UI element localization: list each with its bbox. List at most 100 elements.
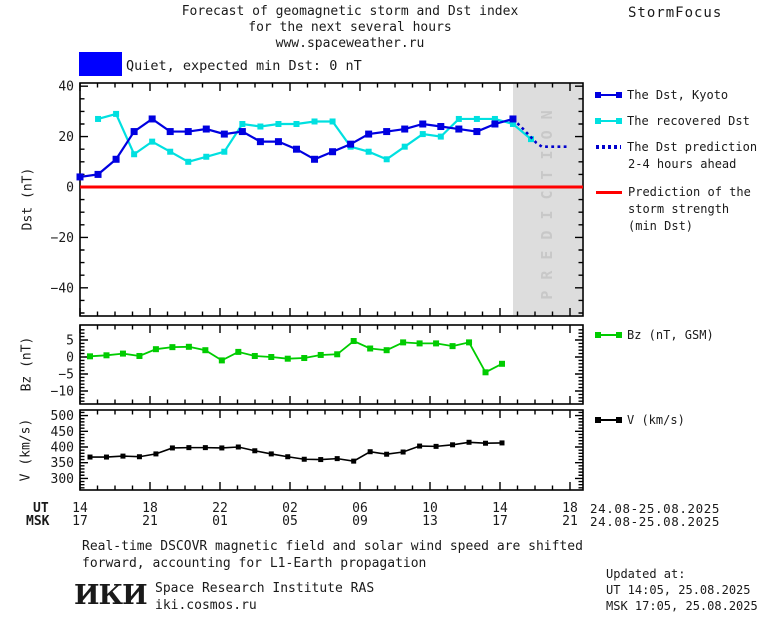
- footer-note-line1: Real-time DSCOVR magnetic field and sola…: [82, 539, 583, 554]
- ut-tick-label: 18: [142, 501, 158, 516]
- ut-tick-label: 14: [72, 501, 88, 516]
- data-point-marker: [103, 454, 109, 460]
- data-point-marker: [351, 458, 357, 464]
- data-point-marker: [301, 355, 308, 362]
- data-point-marker: [317, 351, 324, 358]
- data-point-marker: [329, 118, 336, 125]
- data-point-marker: [455, 115, 462, 122]
- data-point-marker: [136, 454, 142, 460]
- data-point-marker: [202, 445, 208, 451]
- footer-note-line2: forward, accounting for L1-Earth propaga…: [82, 556, 427, 571]
- data-point-marker: [87, 353, 93, 360]
- data-point-marker: [119, 350, 126, 357]
- data-point-marker: [509, 121, 516, 127]
- legend-storm-strength-label-2: storm strength: [628, 202, 730, 216]
- ut-tick-label: 14: [492, 501, 508, 516]
- data-point-marker: [383, 347, 390, 354]
- data-point-marker: [112, 155, 120, 163]
- ut-date-range: 24.08-25.08.2025: [590, 501, 721, 516]
- legend-dst-prediction: The Dst prediction: [596, 140, 757, 154]
- data-point-marker: [94, 170, 102, 178]
- title-line-1: Forecast of geomagnetic storm and Dst in…: [181, 4, 519, 19]
- data-point-marker: [509, 115, 517, 123]
- data-point-marker: [449, 343, 456, 350]
- ut-tick-label: 06: [352, 501, 368, 516]
- storm-level-label: Quiet, expected min Dst: 0 nT: [126, 58, 362, 74]
- data-point-marker: [235, 348, 242, 355]
- data-point-marker: [136, 352, 143, 359]
- data-point-marker: [220, 130, 228, 138]
- prediction-zone-label: PREDICTION: [538, 99, 556, 299]
- data-point-marker: [285, 454, 291, 460]
- data-point-marker: [103, 352, 110, 359]
- data-point-marker: [152, 346, 159, 353]
- data-point-marker: [120, 453, 126, 459]
- institute-name: Space Research Institute RAS: [155, 581, 375, 596]
- msk-tick-label: 21: [562, 514, 578, 529]
- data-point-marker: [235, 444, 241, 450]
- updated-ut: UT 14:05, 25.08.2025: [606, 583, 751, 597]
- dst-ytick-label: −40: [51, 281, 74, 296]
- data-point-marker: [401, 125, 409, 133]
- data-point-marker: [203, 153, 210, 160]
- data-point-marker: [365, 130, 373, 138]
- data-point-marker: [185, 158, 192, 165]
- data-point-marker: [219, 445, 225, 451]
- data-point-marker: [491, 120, 499, 128]
- msk-axis-prefix: MSK: [26, 514, 50, 529]
- legend-v-label: V (km/s): [627, 413, 685, 427]
- data-point-marker: [256, 138, 264, 146]
- data-point-marker: [384, 451, 390, 457]
- site-url: www.spaceweather.ru: [275, 36, 425, 51]
- legend-dst-prediction-label-2: 2-4 hours ahead: [628, 157, 737, 171]
- data-point-marker: [76, 173, 84, 181]
- data-point-marker: [455, 125, 463, 133]
- v-ytick-label: 400: [51, 441, 74, 456]
- data-point-marker: [284, 355, 291, 362]
- data-point-marker: [95, 115, 102, 122]
- legend-storm-strength-label-3: (min Dst): [628, 219, 694, 233]
- v-axis-label: V (km/s): [18, 418, 34, 482]
- data-point-marker: [186, 445, 192, 451]
- data-point-marker: [202, 347, 209, 354]
- data-point-marker: [419, 120, 427, 128]
- msk-tick-label: 13: [422, 514, 438, 529]
- data-point-marker: [365, 148, 372, 155]
- data-point-marker: [450, 442, 456, 448]
- data-point-marker: [334, 456, 340, 462]
- v-line-swatch: [595, 417, 622, 423]
- data-point-marker: [311, 118, 318, 125]
- data-point-marker: [433, 443, 439, 449]
- title-line-2: for the next several hours: [248, 20, 452, 35]
- msk-tick-label: 05: [282, 514, 298, 529]
- data-point-marker: [169, 445, 175, 451]
- data-point-marker: [238, 128, 246, 136]
- legend-v: V (km/s): [595, 413, 685, 427]
- data-point-marker: [184, 128, 192, 136]
- iki-logo: ИКИ: [74, 580, 148, 611]
- series-line: [89, 339, 503, 374]
- dst-ytick-label: 40: [58, 80, 74, 95]
- legend-dst-kyoto: The Dst, Kyoto: [595, 88, 728, 102]
- data-point-marker: [367, 449, 373, 455]
- data-point-marker: [473, 115, 480, 122]
- series-line: [90, 441, 503, 462]
- ut-tick-label: 18: [562, 501, 578, 516]
- v-ytick-label: 500: [51, 409, 74, 424]
- data-point-marker: [350, 338, 357, 345]
- data-point-marker: [383, 128, 391, 136]
- legend-recovered-dst-label: The recovered Dst: [627, 114, 750, 128]
- bz-ytick-label: −5: [58, 368, 74, 383]
- data-point-marker: [113, 110, 120, 117]
- data-point-marker: [221, 148, 228, 155]
- dst-kyoto-line-swatch: [595, 92, 622, 98]
- data-point-marker: [347, 140, 355, 148]
- data-point-marker: [466, 439, 472, 445]
- data-point-marker: [251, 352, 258, 359]
- updated-msk: MSK 17:05, 25.08.2025: [606, 599, 758, 613]
- dst-ytick-label: 0: [66, 181, 74, 196]
- data-point-marker: [293, 121, 300, 127]
- data-point-marker: [268, 354, 275, 360]
- data-point-marker: [318, 457, 324, 463]
